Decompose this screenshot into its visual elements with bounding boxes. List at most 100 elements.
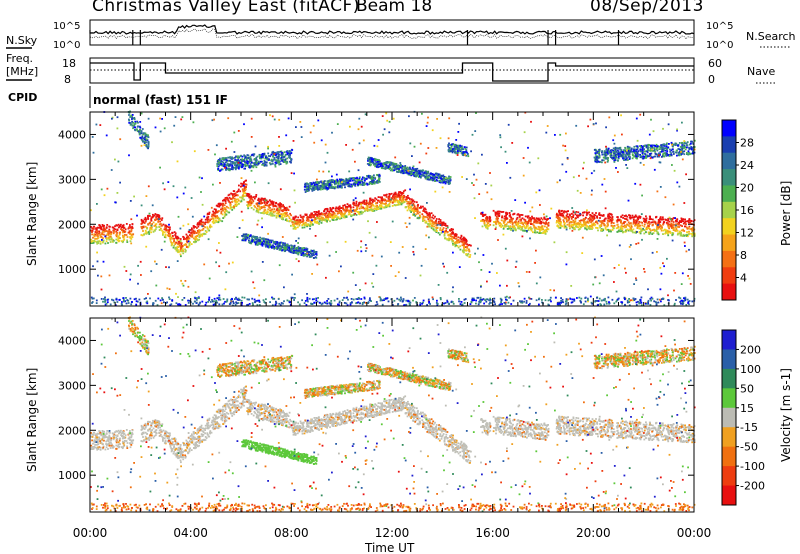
- range-gate-cell: [430, 173, 432, 175]
- range-gate-cell: [649, 232, 651, 234]
- range-gate-cell: [309, 182, 311, 184]
- range-gate-cell: [516, 222, 518, 224]
- range-gate-cell: [282, 209, 284, 211]
- range-gate-cell: [261, 244, 263, 246]
- range-gate-cell: [419, 212, 421, 214]
- range-gate-cell: [371, 159, 373, 161]
- range-gate-cell: [396, 171, 398, 173]
- range-gate-cell: [322, 186, 324, 188]
- range-gate-cell: [296, 223, 298, 225]
- range-gate-cell: [264, 163, 266, 165]
- range-gate-cell: [286, 215, 288, 217]
- range-gate-cell: [510, 222, 512, 224]
- range-gate-cell: [215, 209, 217, 211]
- range-gate-cell: [328, 187, 330, 189]
- range-gate-cell: [665, 229, 667, 231]
- range-gate-cell: [306, 224, 308, 226]
- range-gate-cell: [212, 211, 214, 213]
- range-gate-cell: [272, 203, 274, 205]
- range-gate-cell: [522, 222, 524, 224]
- range-gate-cell: [236, 204, 238, 206]
- range-gate-cell: [315, 257, 317, 259]
- range-gate-cell: [540, 223, 542, 225]
- range-gate-cell: [428, 179, 430, 181]
- range-gate-cell: [165, 228, 167, 230]
- range-gate-cell: [229, 204, 231, 206]
- range-gate-cell: [383, 203, 385, 205]
- range-gate-cell: [282, 206, 284, 208]
- range-gate-cell: [99, 226, 101, 228]
- range-gate-cell: [448, 234, 450, 236]
- range-gate-cell: [177, 237, 179, 239]
- range-gate-cell: [194, 241, 196, 243]
- range-gate-cell: [575, 213, 577, 215]
- range-gate-cell: [668, 224, 670, 226]
- range-gate-cell: [230, 193, 232, 195]
- range-gate-cell: [593, 223, 595, 225]
- range-gate-cell: [171, 244, 173, 246]
- range-gate-cell: [429, 223, 431, 225]
- range-gate-cell: [416, 201, 418, 203]
- range-gate-cell: [288, 156, 290, 158]
- range-gate-cell: [302, 252, 304, 254]
- range-gate-cell: [548, 222, 550, 224]
- range-gate-cell: [243, 192, 245, 194]
- range-gate-cell: [300, 221, 302, 223]
- range-gate-cell: [455, 238, 457, 240]
- range-gate-cell: [307, 216, 309, 218]
- range-gate-cell: [272, 163, 274, 165]
- range-gate-cell: [222, 210, 224, 212]
- range-gate-cell: [586, 229, 588, 231]
- range-gate-cell: [586, 225, 588, 227]
- range-gate-cell: [635, 215, 637, 217]
- range-gate-cell: [588, 212, 590, 214]
- range-gate-cell: [222, 158, 224, 160]
- range-gate-cell: [307, 255, 309, 257]
- range-gate-cell: [645, 231, 647, 233]
- range-gate-cell: [159, 229, 161, 231]
- range-gate-cell: [93, 228, 95, 230]
- range-gate-cell: [339, 206, 341, 208]
- range-gate-cell: [499, 213, 501, 215]
- range-gate-cell: [378, 200, 380, 202]
- range-gate-cell: [684, 235, 686, 237]
- range-gate-cell: [323, 210, 325, 212]
- range-gate-cell: [192, 232, 194, 234]
- range-gate-cell: [423, 218, 425, 220]
- range-gate-cell: [349, 213, 351, 215]
- range-gate-cell: [287, 152, 289, 154]
- range-gate-cell: [407, 210, 409, 212]
- range-gate-cell: [594, 217, 596, 219]
- range-gate-cell: [486, 221, 488, 223]
- range-gate-cell: [572, 216, 574, 218]
- range-gate-cell: [469, 244, 471, 246]
- range-gate-cell: [572, 225, 574, 227]
- range-gate-cell: [212, 217, 214, 219]
- range-gate-cell: [534, 221, 536, 223]
- range-gate-cell: [267, 157, 269, 159]
- range-gate-cell: [209, 220, 211, 222]
- range-gate-cell: [621, 223, 623, 225]
- range-gate-cell: [264, 209, 266, 211]
- range-gate-cell: [158, 215, 160, 217]
- range-gate-cell: [517, 224, 519, 226]
- range-gate-cell: [592, 212, 594, 214]
- range-gate-cell: [542, 219, 544, 221]
- noise-traces: [90, 25, 694, 45]
- range-gate-cell: [410, 211, 412, 213]
- range-gate-cell: [364, 203, 366, 205]
- range-gate-cell: [374, 200, 376, 202]
- range-gate-cell: [512, 226, 514, 228]
- range-gate-cell: [436, 177, 438, 179]
- range-gate-cell: [599, 227, 601, 229]
- range-gate-cell: [560, 222, 562, 224]
- range-gate-cell: [579, 220, 581, 222]
- range-gate-cell: [428, 220, 430, 222]
- range-gate-cell: [282, 244, 284, 246]
- range-gate-cell: [675, 230, 677, 232]
- range-gate-cell: [393, 165, 395, 167]
- range-gate-cell: [225, 200, 227, 202]
- range-gate-cell: [637, 217, 639, 219]
- range-gate-cell: [588, 221, 590, 223]
- range-gate-cell: [388, 166, 390, 168]
